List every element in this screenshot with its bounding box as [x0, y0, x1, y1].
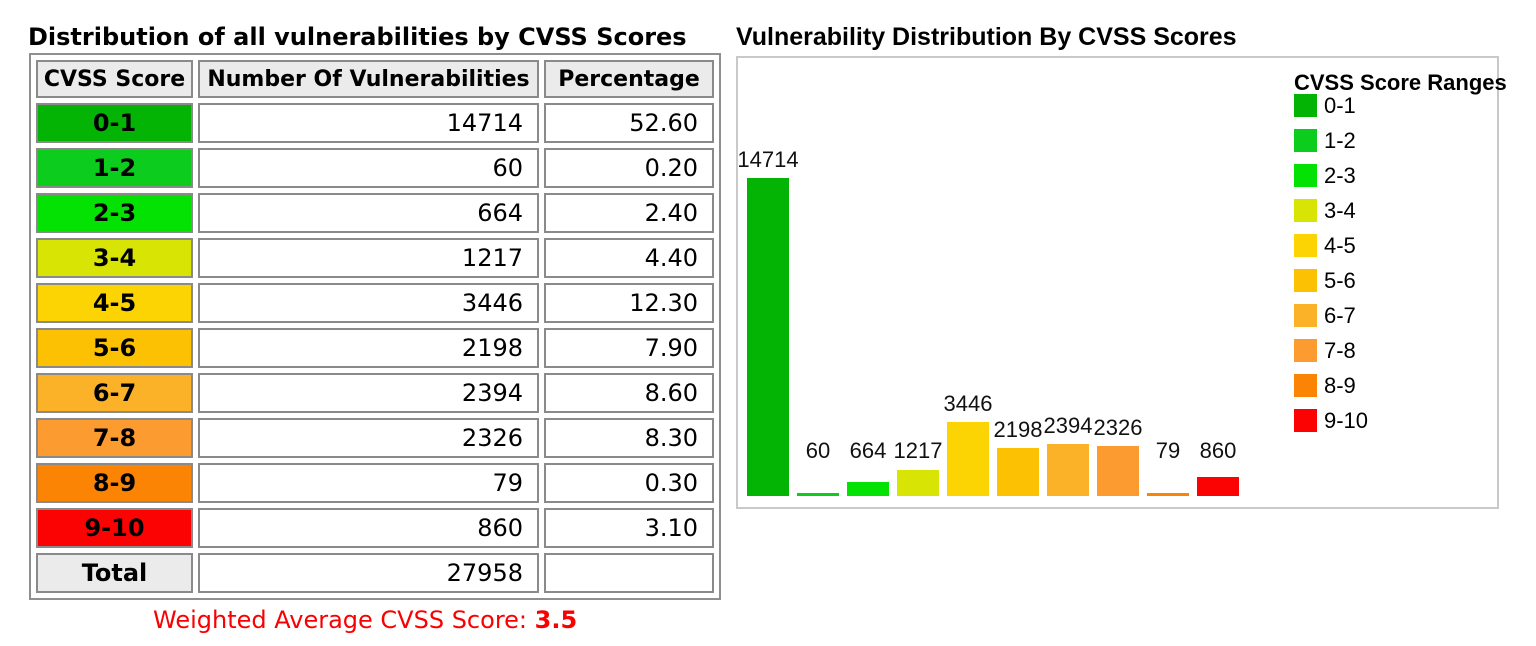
table-row: 6-7 2394 8.60 [36, 373, 714, 413]
percentage-cell: 8.30 [544, 418, 714, 458]
table-row: 4-5 3446 12.30 [36, 283, 714, 323]
bar-value-label: 664 [849, 438, 887, 463]
bar-9-10 [1197, 477, 1239, 496]
legend-swatch [1294, 94, 1317, 117]
bar-chart: CVSS Score Ranges 14714 60 664 1217 3446 2198… [736, 56, 1507, 509]
range-cell: 9-10 [36, 508, 193, 548]
percentage-cell: 7.90 [544, 328, 714, 368]
chart-title: Vulnerability Distribution By CVSS Score… [736, 23, 1237, 51]
bar-5-6 [997, 448, 1039, 496]
legend-label: 9-10 [1324, 408, 1369, 433]
legend-label: 1-2 [1324, 128, 1356, 153]
legend-swatch [1294, 339, 1317, 362]
legend-label: 7-8 [1324, 338, 1356, 363]
bar-6-7 [1047, 444, 1089, 496]
percentage-cell: 0.30 [544, 463, 714, 503]
legend-label: 2-3 [1324, 163, 1356, 188]
total-count-cell: 27958 [198, 553, 539, 593]
percentage-cell: 3.10 [544, 508, 714, 548]
range-cell: 7-8 [36, 418, 193, 458]
count-cell: 860 [198, 508, 539, 548]
legend-swatch [1294, 199, 1317, 222]
bar-4-5 [947, 422, 989, 496]
table-row: 8-9 79 0.30 [36, 463, 714, 503]
total-label-cell: Total [36, 553, 193, 593]
weighted-average-line: Weighted Average CVSS Score: 3.5 [153, 606, 577, 634]
percentage-cell: 2.40 [544, 193, 714, 233]
percentage-cell: 4.40 [544, 238, 714, 278]
bar-value-label: 79 [1155, 438, 1181, 463]
table-total-row: Total 27958 [36, 553, 714, 593]
bar-8-9 [1147, 493, 1189, 496]
count-cell: 2394 [198, 373, 539, 413]
bar-value-label: 2326 [1093, 415, 1143, 440]
total-percentage-cell [544, 553, 714, 593]
legend-swatch [1294, 234, 1317, 257]
range-cell: 2-3 [36, 193, 193, 233]
range-cell: 4-5 [36, 283, 193, 323]
range-cell: 1-2 [36, 148, 193, 188]
legend-label: 4-5 [1324, 233, 1356, 258]
legend-label: 0-1 [1324, 93, 1356, 118]
bar-value-label: 1217 [893, 438, 943, 463]
legend-swatch [1294, 304, 1317, 327]
legend-swatch [1294, 374, 1317, 397]
table-row: 1-2 60 0.20 [36, 148, 714, 188]
count-cell: 14714 [198, 103, 539, 143]
bar-0-1 [747, 178, 789, 496]
count-cell: 79 [198, 463, 539, 503]
legend-label: 5-6 [1324, 268, 1356, 293]
bar-2-3 [847, 482, 889, 496]
table-row: 0-1 14714 52.60 [36, 103, 714, 143]
table-row: 9-10 860 3.10 [36, 508, 714, 548]
legend-title: CVSS Score Ranges [1294, 70, 1507, 95]
weighted-average-value: 3.5 [534, 606, 578, 634]
bar-3-4 [897, 470, 939, 496]
table-title: Distribution of all vulnerabilities by C… [28, 23, 687, 51]
table-row: 3-4 1217 4.40 [36, 238, 714, 278]
bar-value-label: 60 [805, 438, 831, 463]
weighted-average-label: Weighted Average CVSS Score: [153, 606, 535, 634]
range-cell: 0-1 [36, 103, 193, 143]
range-cell: 5-6 [36, 328, 193, 368]
bar-value-label: 3446 [943, 391, 993, 416]
legend-label: 8-9 [1324, 373, 1356, 398]
table-row: 5-6 2198 7.90 [36, 328, 714, 368]
header-percentage: Percentage [544, 60, 714, 98]
range-cell: 3-4 [36, 238, 193, 278]
bar-value-label: 14714 [737, 147, 799, 172]
count-cell: 60 [198, 148, 539, 188]
legend-swatch [1294, 164, 1317, 187]
legend-label: 6-7 [1324, 303, 1356, 328]
table-row: 7-8 2326 8.30 [36, 418, 714, 458]
range-cell: 6-7 [36, 373, 193, 413]
bar-value-label: 2198 [993, 417, 1043, 442]
header-number-of-vulnerabilities: Number Of Vulnerabilities [198, 60, 539, 98]
table-header-row: CVSS Score Number Of Vulnerabilities Per… [36, 60, 714, 98]
count-cell: 1217 [198, 238, 539, 278]
percentage-cell: 0.20 [544, 148, 714, 188]
range-cell: 8-9 [36, 463, 193, 503]
bar-7-8 [1097, 446, 1139, 496]
legend-swatch [1294, 409, 1317, 432]
count-cell: 664 [198, 193, 539, 233]
legend-swatch [1294, 129, 1317, 152]
legend-swatch [1294, 269, 1317, 292]
bar-value-label: 860 [1199, 438, 1237, 463]
count-cell: 2326 [198, 418, 539, 458]
percentage-cell: 12.30 [544, 283, 714, 323]
count-cell: 2198 [198, 328, 539, 368]
percentage-cell: 8.60 [544, 373, 714, 413]
bar-1-2 [797, 493, 839, 496]
table-row: 2-3 664 2.40 [36, 193, 714, 233]
cvss-distribution-table: CVSS Score Number Of Vulnerabilities Per… [29, 53, 721, 600]
legend-label: 3-4 [1324, 198, 1356, 223]
percentage-cell: 52.60 [544, 103, 714, 143]
header-cvss-score: CVSS Score [36, 60, 193, 98]
bar-value-label: 2394 [1043, 413, 1093, 438]
count-cell: 3446 [198, 283, 539, 323]
